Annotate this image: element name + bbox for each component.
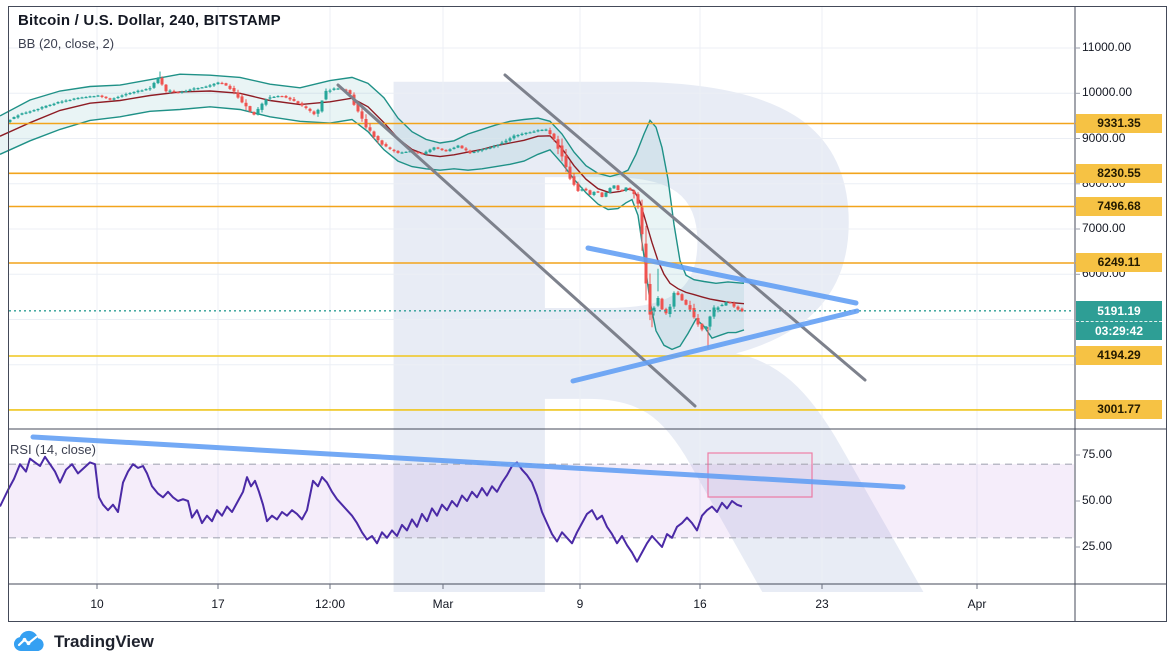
rsi-tick-label: 50.00 bbox=[1082, 493, 1113, 507]
price-tick-label: 7000.00 bbox=[1082, 221, 1126, 235]
time-axis-label: Apr bbox=[967, 597, 987, 611]
time-axis-label: 23 bbox=[815, 597, 829, 611]
gray-trendline[interactable] bbox=[336, 83, 697, 408]
rsi-line bbox=[0, 455, 743, 563]
current-price-label: 5191.19 bbox=[1076, 301, 1162, 321]
bb-indicator-label[interactable]: BB (20, close, 2) bbox=[18, 36, 115, 51]
candle-countdown-label: 03:29:42 bbox=[1076, 321, 1162, 340]
blue-trendline[interactable] bbox=[585, 245, 859, 306]
symbol-title[interactable]: Bitcoin / U.S. Dollar, 240, BITSTAMP bbox=[18, 12, 281, 29]
time-axis-label: 9 bbox=[576, 597, 584, 611]
tradingview-logo[interactable]: TradingView bbox=[12, 630, 154, 654]
price-level-label[interactable]: 4194.29 bbox=[1076, 346, 1162, 365]
chart-frame bbox=[8, 6, 1167, 622]
price-level-label[interactable]: 6249.11 bbox=[1076, 253, 1162, 272]
time-axis-label: 16 bbox=[693, 597, 707, 611]
price-level-label[interactable]: 8230.55 bbox=[1076, 164, 1162, 183]
gray-trendline[interactable] bbox=[503, 73, 867, 382]
tradingview-cloud-icon bbox=[13, 630, 44, 652]
price-tick-label: 9000.00 bbox=[1082, 131, 1126, 145]
time-axis-label: 12:00 bbox=[314, 597, 346, 611]
price-level-lines[interactable] bbox=[9, 122, 1074, 411]
price-tick-label: 10000.00 bbox=[1082, 85, 1133, 99]
chart-legend: Bitcoin / U.S. Dollar, 240, BITSTAMP BB … bbox=[18, 12, 281, 51]
price-level-label[interactable]: 7496.68 bbox=[1076, 197, 1162, 216]
svg-text:R: R bbox=[320, 0, 940, 669]
rsi-indicator-label[interactable]: RSI (14, close) bbox=[10, 442, 96, 457]
watermark-logo: R bbox=[320, 0, 940, 669]
price-tick-label: 11000.00 bbox=[1082, 40, 1132, 54]
time-axis-label: Mar bbox=[432, 597, 454, 611]
rsi-pane[interactable] bbox=[0, 434, 1074, 563]
tradingview-logo-text: TradingView bbox=[54, 632, 154, 651]
blue-trendline[interactable] bbox=[570, 308, 860, 384]
trendlines[interactable] bbox=[336, 73, 867, 408]
rsi-blue-trendline[interactable] bbox=[30, 434, 906, 490]
rsi-tick-label: 75.00 bbox=[1082, 447, 1113, 461]
time-axis-label: 10 bbox=[90, 597, 104, 611]
rsi-tick-label: 25.00 bbox=[1082, 539, 1113, 553]
price-level-label[interactable]: 9331.35 bbox=[1076, 114, 1162, 133]
time-axis-label: 17 bbox=[211, 597, 225, 611]
price-level-label[interactable]: 3001.77 bbox=[1076, 400, 1162, 419]
